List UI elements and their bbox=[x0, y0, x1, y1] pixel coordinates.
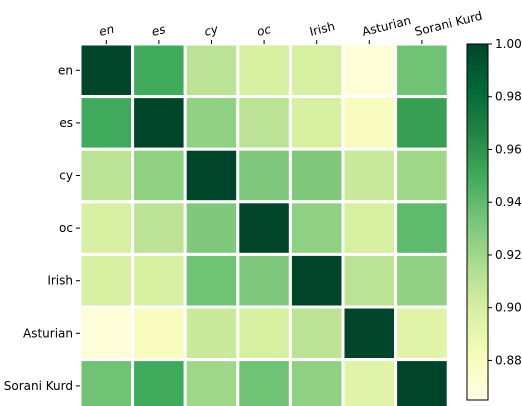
row-tick-label: es bbox=[59, 116, 73, 130]
column-tick-label: Irish bbox=[308, 19, 336, 39]
column-tick-label: en bbox=[98, 22, 116, 39]
column-tick-label: Asturian bbox=[361, 13, 413, 39]
column-labels: en es cy oc Irish Asturian Sorani Kurd bbox=[98, 9, 484, 44]
heatmap-cell bbox=[78, 358, 135, 406]
colorbar-tick-label: 0.98 bbox=[495, 90, 522, 104]
column-tick-label: cy bbox=[203, 22, 221, 39]
heatmap-cell bbox=[394, 358, 450, 406]
heatmap-cell bbox=[236, 42, 292, 99]
heatmap-cell bbox=[183, 252, 240, 309]
heatmap-cells bbox=[78, 42, 450, 406]
heatmap-cell bbox=[236, 95, 292, 151]
heatmap-cell bbox=[288, 252, 345, 309]
heatmap-cell bbox=[131, 147, 187, 204]
heatmap-cell bbox=[341, 252, 398, 309]
heatmap-cell bbox=[183, 305, 240, 362]
heatmap-cell bbox=[288, 95, 345, 151]
colorbar: 0.88 0.90 0.92 0.94 0.96 0.98 1.00 bbox=[466, 37, 522, 401]
heatmap-cell bbox=[131, 305, 187, 362]
heatmap-cell bbox=[78, 252, 135, 309]
heatmap-cell bbox=[236, 252, 292, 309]
colorbar-tick-label: 0.94 bbox=[495, 195, 522, 209]
column-tick-label: Sorani Kurd bbox=[413, 9, 484, 39]
heatmap-cell bbox=[288, 200, 345, 256]
row-tick-label: en bbox=[58, 63, 73, 77]
colorbar-tick-label: 0.96 bbox=[495, 142, 522, 156]
row-tick-label: cy bbox=[59, 169, 73, 183]
heatmap-cell bbox=[394, 200, 450, 256]
heatmap-cell bbox=[394, 147, 450, 204]
heatmap-cell bbox=[78, 305, 135, 362]
heatmap-cell bbox=[341, 95, 398, 151]
row-tick-label: Asturian bbox=[23, 326, 73, 340]
colorbar-tick-label: 0.88 bbox=[495, 353, 522, 367]
row-tick-label: oc bbox=[59, 221, 73, 235]
heatmap-cell bbox=[394, 42, 450, 99]
colorbar-tick-label: 0.90 bbox=[495, 301, 522, 315]
heatmap-cell bbox=[78, 147, 135, 204]
row-labels: en es cy oc Irish Asturian Sorani Kurd bbox=[4, 63, 80, 393]
heatmap-cell bbox=[236, 147, 292, 204]
heatmap-cell bbox=[183, 42, 240, 99]
heatmap-cell bbox=[78, 42, 135, 99]
heatmap-cell bbox=[394, 95, 450, 151]
heatmap-cell bbox=[236, 358, 292, 406]
heatmap-cell bbox=[183, 95, 240, 151]
heatmap-cell bbox=[288, 147, 345, 204]
heatmap-cell bbox=[183, 147, 240, 204]
heatmap-cell bbox=[341, 42, 398, 99]
heatmap-cell bbox=[394, 252, 450, 309]
heatmap-cell bbox=[78, 95, 135, 151]
colorbar-tick-label: 1.00 bbox=[495, 37, 522, 51]
heatmap-cell bbox=[131, 252, 187, 309]
heatmap-cell bbox=[131, 200, 187, 256]
heatmap-cell bbox=[341, 147, 398, 204]
heatmap-cell bbox=[394, 305, 450, 362]
heatmap-cell bbox=[236, 305, 292, 362]
heatmap-cell bbox=[131, 95, 187, 151]
heatmap-cell bbox=[78, 200, 135, 256]
heatmap-cell bbox=[341, 305, 398, 362]
heatmap-cell bbox=[341, 200, 398, 256]
heatmap-cell bbox=[131, 358, 187, 406]
heatmap-cell bbox=[288, 305, 345, 362]
heatmap-cell bbox=[288, 358, 345, 406]
heatmap-cell bbox=[183, 358, 240, 406]
column-tick-label: oc bbox=[255, 22, 272, 39]
row-tick-label: Irish bbox=[47, 274, 73, 288]
heatmap-cell bbox=[341, 358, 398, 406]
heatmap-cell bbox=[131, 42, 187, 99]
colorbar-tick-label: 0.92 bbox=[495, 248, 522, 262]
row-tick-label: Sorani Kurd bbox=[4, 379, 73, 393]
heatmap-cell bbox=[288, 42, 345, 99]
column-tick-label: es bbox=[150, 22, 167, 39]
colorbar-gradient bbox=[466, 43, 489, 401]
heatmap-cell bbox=[183, 200, 240, 256]
heatmap-cell bbox=[236, 200, 292, 256]
